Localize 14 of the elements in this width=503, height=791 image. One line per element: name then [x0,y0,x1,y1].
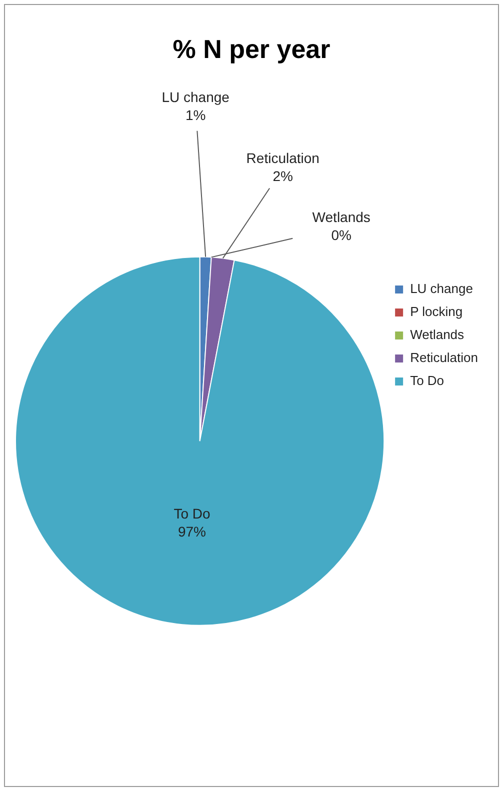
legend-label: Wetlands [410,327,465,342]
legend-label: To Do [410,373,444,388]
legend-label: P locking [410,304,463,320]
slice-label: Reticulation [246,150,320,166]
category-label: Wetlands [312,209,370,226]
text: 0% [331,227,352,244]
data-label: 2% [272,168,293,184]
legend-label: LU change [410,281,473,296]
data-label: 97% [178,524,206,540]
chart-title: % N per year [172,34,330,64]
data-label: 1% [185,106,206,123]
legend-label: Reticulation [410,350,478,366]
slice-label: To Do [174,506,210,522]
slice-label: LU change [162,88,230,105]
